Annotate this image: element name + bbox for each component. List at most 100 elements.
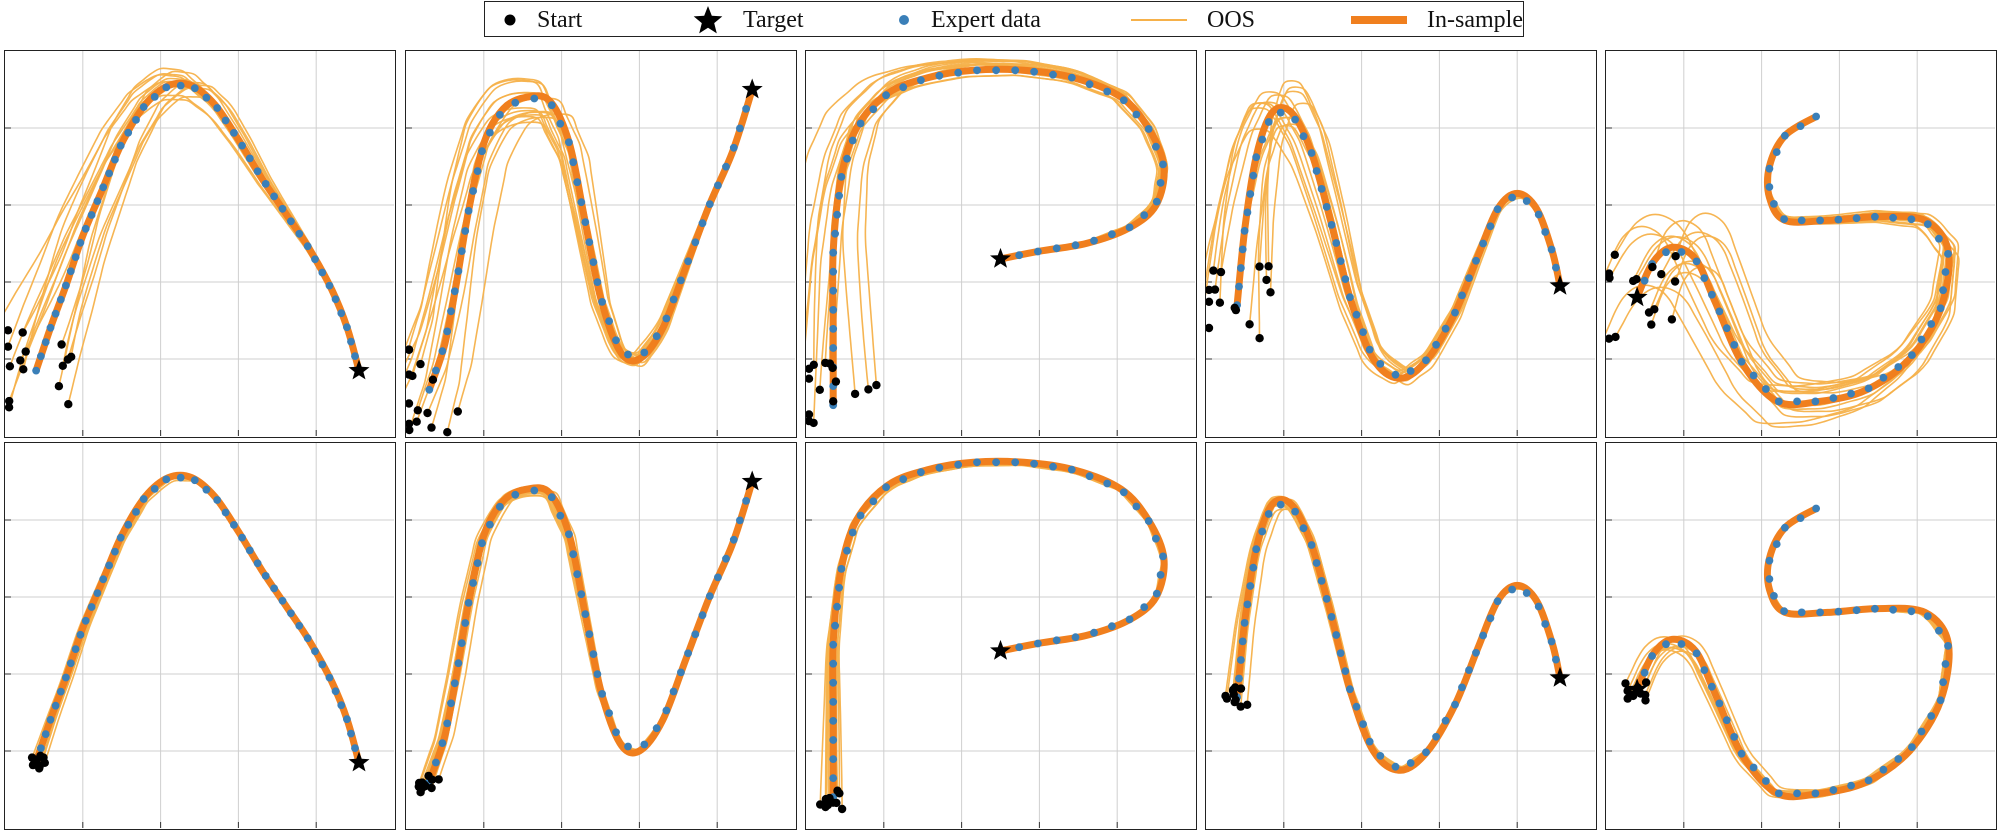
expert-point xyxy=(835,583,843,592)
expert-point xyxy=(829,267,838,276)
oos-trajectory xyxy=(1224,503,1561,770)
start-point xyxy=(5,403,14,412)
expert-point xyxy=(221,116,230,125)
start-point xyxy=(1228,686,1238,695)
expert-point xyxy=(1927,712,1936,720)
expert-point xyxy=(1762,777,1770,785)
expert-point xyxy=(1341,275,1350,283)
start-point xyxy=(16,356,25,365)
expert-point xyxy=(1352,702,1361,711)
expert-point xyxy=(1034,247,1042,256)
oos-trajectory xyxy=(1239,508,1561,772)
oos-trajectory xyxy=(1233,501,1561,769)
expert-point xyxy=(1894,363,1903,371)
expert-point xyxy=(238,141,247,150)
legend-expert: Expert data xyxy=(897,2,1041,38)
expert-point xyxy=(287,609,295,618)
expert-point xyxy=(41,730,50,738)
expert-point xyxy=(973,66,981,75)
expert-point xyxy=(1156,179,1165,187)
expert-point xyxy=(432,758,440,767)
expert-point xyxy=(1640,668,1649,677)
start-point xyxy=(453,407,462,416)
expert-point xyxy=(1811,789,1820,798)
expert-point xyxy=(1812,504,1820,513)
target-star xyxy=(990,639,1011,660)
target-star xyxy=(990,247,1011,268)
expert-point xyxy=(1258,527,1267,536)
expert-point xyxy=(722,554,730,563)
start-point xyxy=(1210,285,1220,294)
oos-trajectory xyxy=(22,81,360,371)
oos-trajectory xyxy=(1269,102,1561,376)
expert-points xyxy=(32,81,363,375)
expert-point xyxy=(1534,210,1543,219)
expert-point xyxy=(722,162,730,171)
expert-point xyxy=(105,561,113,570)
expert-point xyxy=(162,475,171,484)
expert-point xyxy=(1936,304,1945,313)
expert-point xyxy=(882,91,890,100)
expert-point xyxy=(1108,230,1116,239)
expert-point xyxy=(829,736,838,744)
oos-trajectory xyxy=(1232,497,1561,769)
expert-point xyxy=(432,366,440,375)
expert-point xyxy=(1708,682,1716,691)
expert-point xyxy=(464,207,473,215)
expert-point xyxy=(1312,559,1321,567)
panel-r2-c5 xyxy=(1605,442,1997,830)
expert-point xyxy=(1252,545,1261,554)
expert-point xyxy=(1465,666,1473,674)
start-point xyxy=(428,375,438,384)
expert-point xyxy=(1422,748,1430,757)
legend: Start Target Expert data OOS In-sample xyxy=(484,1,1524,37)
expert-point xyxy=(51,701,60,710)
expert-point xyxy=(66,659,75,668)
expert-point xyxy=(1125,223,1134,232)
expert-point xyxy=(1359,720,1367,728)
expert-point xyxy=(1458,291,1466,300)
expert-point xyxy=(624,350,632,359)
expert-point xyxy=(202,93,211,102)
start-point xyxy=(829,397,838,406)
expert-point xyxy=(992,66,1000,75)
expert-points xyxy=(1633,504,1952,798)
expert-point xyxy=(303,634,312,643)
expert-point xyxy=(1812,112,1820,121)
start-point xyxy=(1216,267,1226,277)
expert-point xyxy=(1936,696,1945,705)
expert-point xyxy=(1067,73,1076,82)
expert-point xyxy=(714,181,722,190)
expert-point xyxy=(856,511,865,520)
expert-point xyxy=(450,287,459,296)
insample-trajectory xyxy=(1233,104,1564,382)
expert-point xyxy=(51,309,60,318)
expert-point xyxy=(1879,373,1888,382)
insample-trajectory xyxy=(1233,496,1564,774)
target-star xyxy=(741,470,763,491)
expert-point xyxy=(1816,216,1824,225)
expert-point xyxy=(829,325,838,333)
expert-point xyxy=(1889,605,1897,614)
oos-trajectory xyxy=(67,96,360,405)
expert-point xyxy=(917,76,925,85)
expert-point xyxy=(295,229,304,238)
insample-trajectory xyxy=(829,457,1168,801)
start-point xyxy=(1657,270,1666,279)
start-point xyxy=(1245,320,1254,329)
oos-trajectory xyxy=(825,462,1164,804)
oos-trajectory xyxy=(58,85,360,387)
expert-point xyxy=(640,740,649,749)
panel-r2-c2 xyxy=(405,442,797,830)
expert-point xyxy=(1889,213,1897,222)
start-point xyxy=(1206,297,1214,306)
expert-point xyxy=(331,687,340,696)
start-point xyxy=(1641,696,1650,705)
start-point xyxy=(1623,686,1632,696)
expert-point xyxy=(1493,597,1502,606)
oos-trajectory xyxy=(1234,503,1561,770)
oos-trajectory xyxy=(446,89,753,433)
expert-point xyxy=(1472,256,1480,265)
expert-point xyxy=(347,337,355,346)
expert-point xyxy=(843,154,851,163)
